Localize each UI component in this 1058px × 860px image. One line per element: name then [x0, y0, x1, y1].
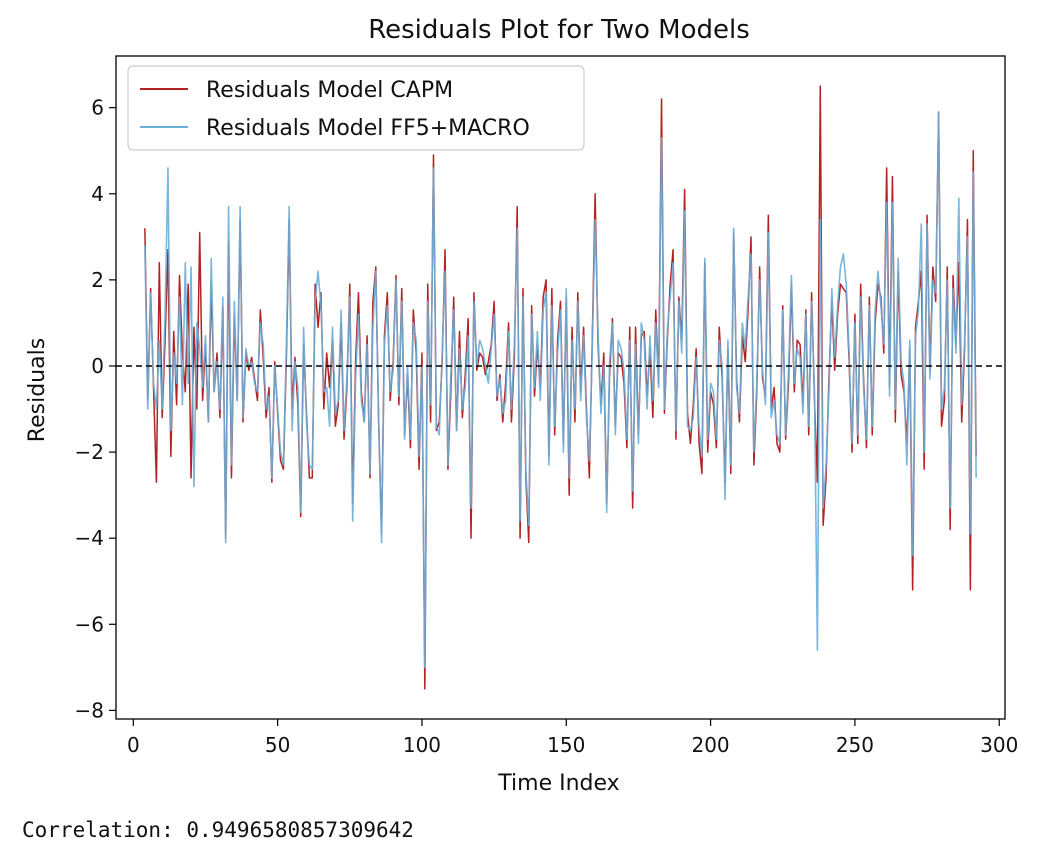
correlation-output: Correlation: 0.9496580857309642 — [22, 818, 414, 842]
x-tick-label: 250 — [836, 733, 874, 757]
x-tick-label: 100 — [403, 733, 441, 757]
series-line-capm — [144, 85, 977, 690]
legend-box — [127, 65, 585, 151]
chart-title: Residuals Plot for Two Models — [368, 15, 750, 45]
series-line-ff5-macro — [144, 111, 977, 669]
y-tick-label: 6 — [91, 96, 104, 120]
y-tick-label: −8 — [75, 698, 104, 722]
x-tick-label: 200 — [691, 733, 729, 757]
legend-label-capm: Residuals Model CAPM — [206, 78, 453, 103]
x-axis-label: Time Index — [497, 771, 619, 796]
y-tick-label: 4 — [91, 182, 104, 206]
x-tick-label: 50 — [265, 733, 290, 757]
plot-frame — [115, 55, 1006, 720]
axis-ticks: 0 50 100 150 200 250 300 −8 −6 −4 −2 0 2 4 6 — [75, 96, 1019, 757]
y-tick-label: 0 — [91, 354, 104, 378]
legend-label-ff5: Residuals Model FF5+MACRO — [206, 116, 530, 141]
x-tick-label: 150 — [547, 733, 585, 757]
residuals-chart: Residuals Plot for Two Models Time Index… — [25, 15, 1019, 796]
y-axis-label: Residuals — [25, 338, 50, 442]
y-tick-label: −2 — [75, 440, 104, 464]
x-tick-label: 0 — [127, 733, 140, 757]
legend: Residuals Model CAPM Residuals Model FF5… — [127, 65, 585, 151]
y-tick-label: −6 — [75, 612, 104, 636]
y-tick-label: −4 — [75, 526, 104, 550]
y-tick-label: 2 — [91, 268, 104, 292]
x-tick-label: 300 — [980, 733, 1018, 757]
